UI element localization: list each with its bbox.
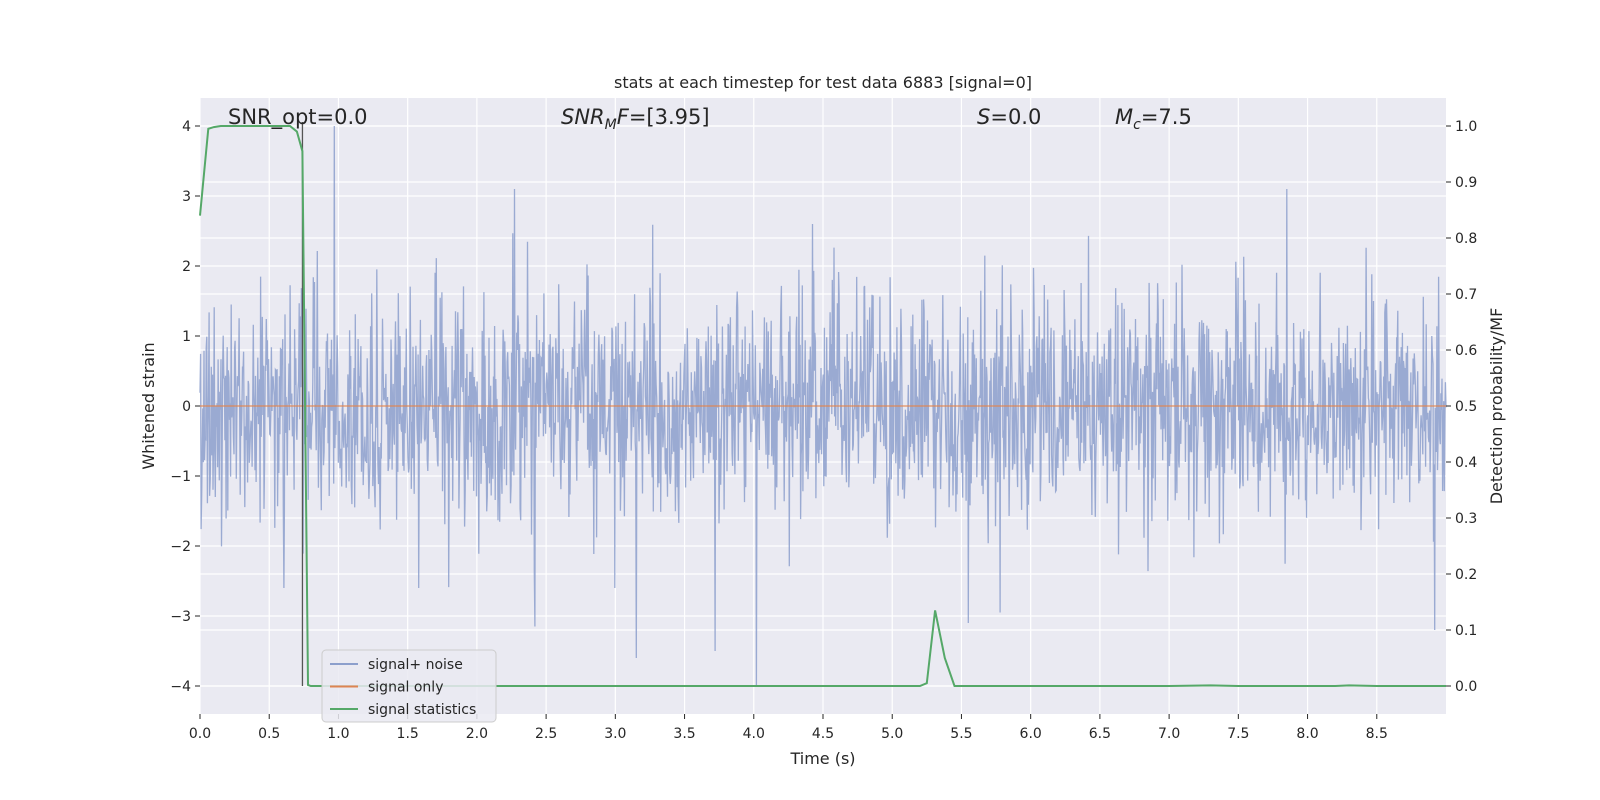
x-tick-label: 2.0 [466,726,488,742]
chart-title: stats at each timestep for test data 688… [614,73,1032,92]
y-axis-left-label: Whitened strain [139,342,158,469]
y-right-tick-label: 0.1 [1455,623,1477,639]
x-tick-label: 8.5 [1366,726,1388,742]
y-right-tick-label: 0.7 [1455,287,1477,303]
signal-noise-line [199,125,1447,687]
y-left-tick-label: 4 [182,119,191,135]
y-right-tick-label: 0.9 [1455,175,1477,191]
x-tick-label: 4.0 [743,726,765,742]
x-axis-label: Time (s) [789,749,855,768]
y-left-tick-label: −1 [170,469,191,485]
x-tick-label: 6.5 [1089,726,1111,742]
x-tick-label: 4.5 [812,726,834,742]
x-tick-label: 7.0 [1158,726,1180,742]
x-tick-label: 7.5 [1227,726,1249,742]
axis-ticks: 0.0 0.5 1.0 1.5 2.0 2.5 3.0 3.5 4.0 4.5 5.0 5.5 6.0 6… [170,119,1477,742]
x-tick-label: 1.0 [327,726,349,742]
annotation-snr-mf: SNRMF=[3.95] [561,105,710,133]
x-tick-label: 6.0 [1020,726,1042,742]
y-right-tick-label: 0.8 [1455,231,1477,247]
x-tick-label: 3.0 [604,726,626,742]
legend-label: signal statistics [368,702,476,718]
y-axis-right-label: Detection probability/MF [1487,308,1506,505]
y-right-tick-label: 0.6 [1455,343,1477,359]
y-left-tick-label: −2 [170,539,191,555]
annotation-s-value: S=0.0 [977,105,1041,129]
annotations: SNR_opt=0.0 SNRMF=[3.95] S=0.0 Mc=7.5 [228,105,1192,133]
y-left-tick-label: 1 [182,329,191,345]
annotation-mc-value: Mc=7.5 [1115,105,1192,133]
legend-box [321,649,497,723]
x-tick-label: 3.5 [673,726,695,742]
y-right-tick-label: 0.5 [1455,399,1477,415]
x-tick-label: 5.0 [881,726,903,742]
series-signal-statistics [199,125,1446,687]
x-tick-label: 2.5 [535,726,557,742]
y-left-tick-label: −3 [170,609,191,625]
x-tick-label: 8.0 [1296,726,1318,742]
legend: signal+ noise signal only signal statistic… [321,649,497,723]
y-right-tick-label: 0.0 [1455,679,1477,695]
y-left-tick-label: 3 [182,189,191,205]
y-right-tick-label: 0.3 [1455,511,1477,527]
y-right-tick-label: 1.0 [1455,119,1477,135]
x-tick-label: 0.0 [189,726,211,742]
y-left-tick-label: −4 [170,679,191,695]
series-signal-noise [199,125,1447,687]
y-right-tick-label: 0.2 [1455,567,1477,583]
signal-statistics-line [199,125,1446,687]
legend-label: signal only [368,680,443,696]
y-right-tick-label: 0.4 [1455,455,1477,471]
y-left-tick-label: 2 [182,259,191,275]
x-tick-label: 0.5 [258,726,280,742]
annotation-snr-opt: SNR_opt=0.0 [228,105,368,130]
x-tick-label: 1.5 [397,726,419,742]
x-tick-label: 5.5 [950,726,972,742]
legend-label: signal+ noise [368,657,463,673]
y-left-tick-label: 0 [182,399,191,415]
